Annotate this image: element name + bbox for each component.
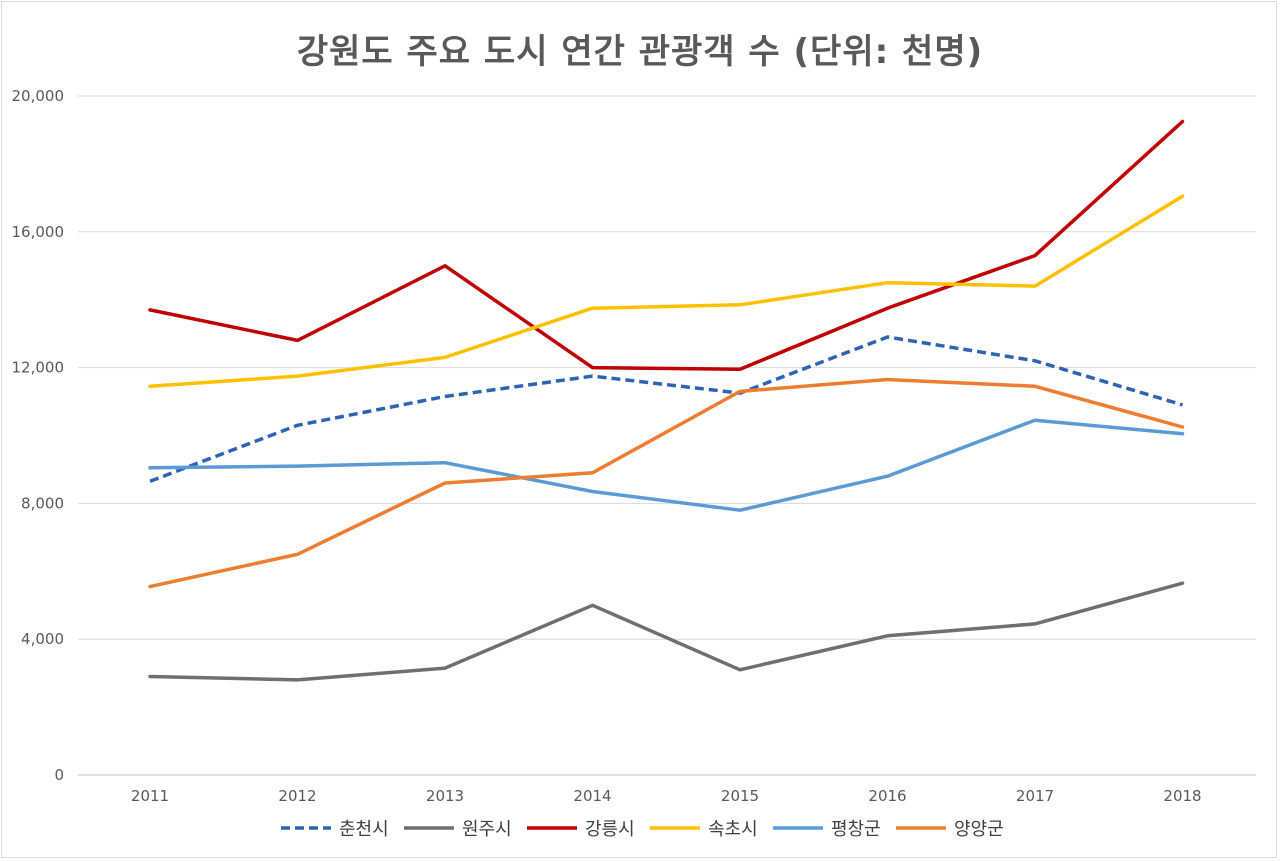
y-axis-ticks: 0 4,000 8,000 12,000 16,000 20,000 xyxy=(12,87,65,784)
legend-label: 속초시 xyxy=(708,819,758,840)
gridlines xyxy=(78,95,1256,776)
x-tick-label: 2011 xyxy=(131,787,169,805)
x-tick-label: 2013 xyxy=(426,787,464,805)
legend-label: 원주시 xyxy=(462,819,512,840)
x-tick-label: 2015 xyxy=(721,787,759,805)
series-line xyxy=(148,119,1185,372)
y-tick-label: 16,000 xyxy=(12,223,65,241)
y-tick-label: 20,000 xyxy=(12,87,65,105)
legend-label: 양양군 xyxy=(954,819,1004,840)
x-tick-label: 2012 xyxy=(278,787,316,805)
series-line xyxy=(148,194,1185,389)
x-tick-label: 2016 xyxy=(868,787,906,805)
legend-label: 강릉시 xyxy=(585,819,635,840)
x-tick-label: 2017 xyxy=(1016,787,1054,805)
x-axis-ticks: 2011 2012 2013 2014 2015 2016 2017 2018 xyxy=(131,787,1202,805)
series-line xyxy=(148,377,1185,589)
chart-title: 강원도 주요 도시 연간 관광객 수 (단위: 천명) xyxy=(296,32,984,72)
series-line xyxy=(148,581,1185,682)
y-tick-label: 0 xyxy=(54,766,64,784)
series-lines xyxy=(148,119,1185,682)
legend-label: 춘천시 xyxy=(339,819,389,840)
y-tick-label: 8,000 xyxy=(21,494,64,512)
y-tick-label: 4,000 xyxy=(21,630,64,648)
x-tick-label: 2014 xyxy=(573,787,611,805)
y-tick-label: 12,000 xyxy=(12,359,65,377)
legend-label: 평창군 xyxy=(831,819,881,840)
series-line xyxy=(149,335,1184,483)
series-line xyxy=(148,418,1185,512)
legend: 춘천시 원주시 강릉시 속초시 평창군 양양군 xyxy=(281,819,1004,840)
x-tick-label: 2018 xyxy=(1163,787,1201,805)
